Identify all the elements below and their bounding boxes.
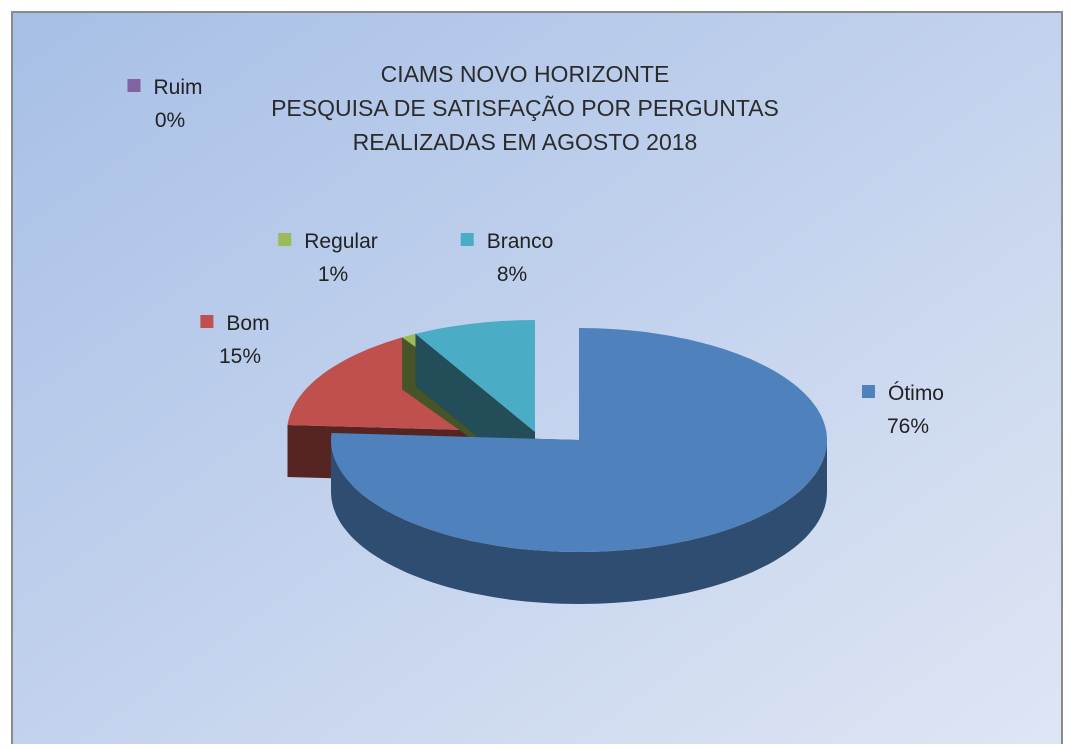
labels: Ótimo 76% Bom 15% Regular 1% Ruim 0% Branco 8%: [127, 76, 944, 438]
chart-area: [11, 11, 1063, 749]
data-label: 1%: [318, 263, 348, 286]
legend-swatch: [278, 233, 292, 246]
legend-swatch: [200, 315, 214, 328]
legend-label: Ótimo: [888, 382, 944, 405]
legend-label: Bom: [226, 312, 269, 335]
data-label: 8%: [497, 263, 527, 286]
data-label: 0%: [155, 109, 185, 132]
legend-swatch: [460, 233, 474, 246]
legend-label: Regular: [304, 230, 378, 253]
chart-title: PESQUISA DE SATISFAÇÃO POR PERGUNTAS: [271, 95, 779, 121]
slice-wall: [331, 440, 827, 604]
data-label: 15%: [219, 345, 261, 368]
chart-title: CIAMS NOVO HORIZONTE: [381, 61, 670, 87]
legend-swatch: [861, 385, 875, 398]
legend-label: Ruim: [153, 76, 202, 99]
legend-label: Branco: [487, 230, 554, 253]
slice: [331, 328, 827, 552]
pie: [287, 320, 827, 604]
data-label: 76%: [887, 415, 929, 438]
slice: [415, 320, 535, 432]
chart-title: REALIZADAS EM AGOSTO 2018: [353, 129, 698, 155]
legend-swatch: [127, 79, 141, 92]
